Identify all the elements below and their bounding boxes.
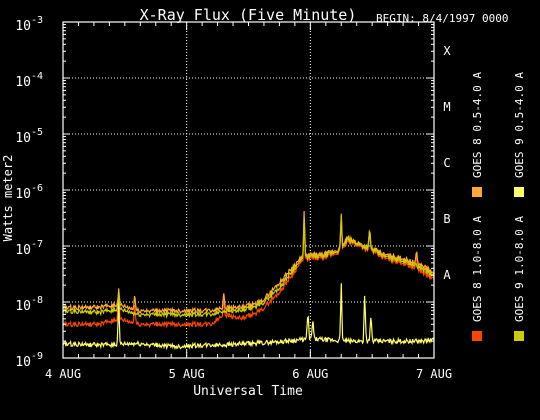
legend-item: GOES 8 0.5-4.0 A xyxy=(471,72,484,197)
y-tick-label: 10 -7 xyxy=(15,239,43,258)
series-line xyxy=(62,283,435,351)
y-tick-exponent: -3 xyxy=(31,15,43,26)
y-tick-exponent: -7 xyxy=(31,239,43,250)
series-line xyxy=(62,215,435,319)
legend-swatch xyxy=(514,187,524,197)
y-tick-label: 10 -5 xyxy=(15,127,43,146)
legend-item: GOES 9 0.5-4.0 A xyxy=(513,72,526,197)
x-axis-label: Universal Time xyxy=(193,384,303,399)
flare-class-label: B xyxy=(443,212,450,226)
y-tick-exponent: -5 xyxy=(31,127,43,138)
flare-class-label: A xyxy=(443,268,451,282)
x-tick-label: 7 AUG xyxy=(416,367,452,381)
y-tick-label: 10 -9 xyxy=(15,351,43,370)
series-line xyxy=(62,210,435,316)
chart-title: X-Ray Flux (Five Minute) xyxy=(140,6,357,24)
x-tick-label: 4 AUG xyxy=(45,367,81,381)
y-tick-base: 10 xyxy=(15,75,31,90)
begin-label: BEGIN: 8/4/1997 0000 xyxy=(376,12,508,25)
legend-label: GOES 9 0.5-4.0 A xyxy=(513,72,526,178)
legend-swatch xyxy=(514,331,524,341)
y-axis-label: Watts meter2 xyxy=(1,155,15,242)
plot-area xyxy=(62,22,435,358)
flare-class-label: M xyxy=(443,100,450,114)
legend-label: GOES 8 1.0-8.0 A xyxy=(471,216,484,322)
y-tick-exponent: -4 xyxy=(31,71,43,82)
axes: 10 -910 -810 -710 -610 -510 -410 -34 AUG 5 AUG 6 … xyxy=(15,15,452,381)
flare-class-label: X xyxy=(443,44,451,58)
y-tick-base: 10 xyxy=(15,187,31,202)
legend-item: GOES 8 1.0-8.0 A xyxy=(471,216,484,341)
y-tick-exponent: -8 xyxy=(31,295,43,306)
legend-swatch xyxy=(472,331,482,341)
legend-label: GOES 9 1.0-8.0 A xyxy=(513,216,526,322)
legend-item: GOES 9 1.0-8.0 A xyxy=(513,216,526,341)
flare-class-label: C xyxy=(443,156,450,170)
y-tick-base: 10 xyxy=(15,299,31,314)
y-tick-label: 10 -8 xyxy=(15,295,43,314)
series-line xyxy=(62,217,435,329)
legend-swatch xyxy=(472,187,482,197)
y-tick-base: 10 xyxy=(15,131,31,146)
y-tick-exponent: -6 xyxy=(31,183,43,194)
x-tick-label: 6 AUG xyxy=(292,367,328,381)
legend-label: GOES 8 0.5-4.0 A xyxy=(471,72,484,178)
x-tick-label: 5 AUG xyxy=(169,367,205,381)
y-tick-label: 10 -3 xyxy=(15,15,43,34)
y-tick-base: 10 xyxy=(15,19,31,34)
legend: GOES 8 1.0-8.0 A GOES 8 0.5-4.0 A GOES 9 1… xyxy=(471,72,526,341)
y-tick-base: 10 xyxy=(15,355,31,370)
y-tick-base: 10 xyxy=(15,243,31,258)
y-tick-exponent: -9 xyxy=(31,351,43,362)
y-tick-label: 10 -6 xyxy=(15,183,43,202)
y-tick-label: 10 -4 xyxy=(15,71,43,90)
